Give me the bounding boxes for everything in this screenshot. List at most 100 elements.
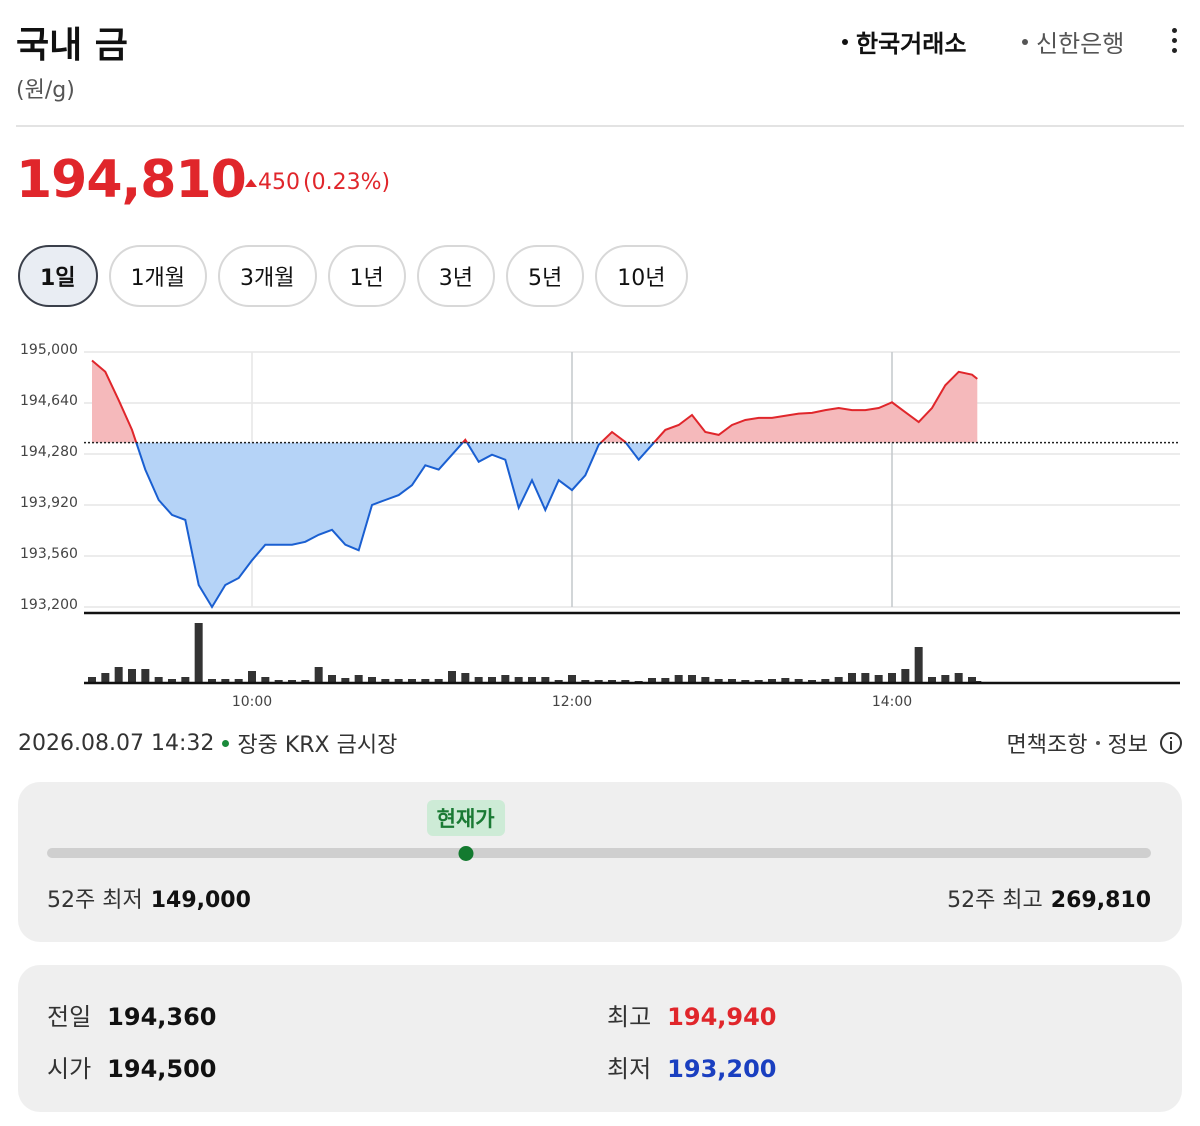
price-area bbox=[92, 442, 978, 607]
volume-bar bbox=[261, 677, 270, 683]
chart: 193,200 193,560 193,920 194,280 194,640 195,0… bbox=[20, 342, 1180, 710]
volume-bar bbox=[541, 677, 550, 683]
y-tick-label: 193,200 bbox=[20, 597, 78, 613]
market-state: 장중 KRX 금시장 bbox=[237, 733, 398, 758]
volume-bar bbox=[168, 679, 176, 683]
source-label[interactable]: 신한은행 bbox=[1036, 30, 1125, 58]
stat: 전일 194,360 bbox=[47, 997, 216, 1032]
volume-bar bbox=[314, 667, 323, 683]
volume-bar bbox=[421, 679, 430, 683]
volume-bar bbox=[328, 675, 336, 683]
period-tab[interactable]: 3년 bbox=[416, 245, 496, 307]
volume-bar bbox=[434, 679, 443, 683]
period-tab[interactable]: 1년 bbox=[327, 245, 406, 307]
volume-bar bbox=[474, 677, 483, 683]
period-tab[interactable]: 1일 bbox=[18, 245, 98, 307]
volume-bar bbox=[408, 679, 416, 683]
volume-bar bbox=[288, 680, 296, 683]
period-tabs: 1일 1개월 3개월 1년 3년 5년 10년 bbox=[18, 245, 688, 307]
volume-bar bbox=[354, 675, 363, 683]
volume-bar bbox=[248, 671, 256, 683]
volume-bar bbox=[928, 677, 936, 683]
x-tick-label: 10:00 bbox=[232, 694, 272, 710]
volume-bar bbox=[461, 673, 470, 683]
stats-card: 전일 194,360 시가 194,500 최고 194,940 최저 193,200 bbox=[18, 965, 1182, 1112]
stat-label: 최고 bbox=[607, 1003, 652, 1031]
stat: 최저 193,200 bbox=[607, 1049, 776, 1084]
volume-bar bbox=[794, 679, 803, 683]
volume-bar bbox=[594, 680, 603, 683]
price-line bbox=[135, 442, 656, 609]
volume-bar bbox=[128, 669, 136, 683]
period-tab[interactable]: 5년 bbox=[506, 245, 585, 307]
volume-bar bbox=[648, 678, 656, 683]
period-tab[interactable]: 10년 bbox=[595, 245, 688, 307]
y-tick-label: 193,560 bbox=[20, 546, 78, 562]
volume-bar bbox=[768, 679, 776, 683]
source-tab[interactable]: 신한은행 bbox=[1022, 24, 1124, 59]
stat: 시가 194,500 bbox=[47, 1049, 216, 1084]
volume-bar bbox=[568, 675, 576, 683]
volume-bar bbox=[554, 680, 563, 683]
up-arrow bbox=[245, 178, 257, 187]
volume-bar bbox=[621, 680, 630, 683]
volume-bar bbox=[181, 677, 190, 683]
volume-bar bbox=[301, 680, 310, 683]
volume-bar bbox=[834, 677, 843, 683]
volume-bar bbox=[821, 679, 830, 683]
volume-bar bbox=[968, 677, 976, 683]
change-percent: (0.23%) bbox=[303, 170, 391, 195]
x-tick-label: 12:00 bbox=[552, 694, 592, 710]
price-area bbox=[92, 360, 978, 443]
volume-bar bbox=[234, 679, 243, 683]
source-tab[interactable]: 한국거래소 bbox=[842, 24, 966, 59]
period-tab[interactable]: 1개월 bbox=[108, 245, 208, 307]
stat-value: 193,200 bbox=[667, 1055, 777, 1083]
price-change: 450 (0.23%) bbox=[244, 170, 390, 195]
y-tick-label: 194,280 bbox=[20, 444, 78, 460]
volume-bar bbox=[154, 677, 163, 683]
volume-bar bbox=[701, 677, 710, 683]
volume-bar bbox=[88, 677, 96, 683]
volume-bar bbox=[194, 623, 203, 683]
volume-bar bbox=[381, 679, 390, 683]
change-value: 450 bbox=[258, 170, 300, 195]
info-icon[interactable] bbox=[1160, 732, 1182, 754]
volume-bar bbox=[848, 673, 856, 683]
volume-bar bbox=[274, 680, 283, 683]
high-label: 52주 최고 bbox=[947, 888, 1043, 913]
volume-bar bbox=[488, 677, 496, 683]
volume-bar bbox=[901, 669, 910, 683]
volume-bar bbox=[754, 680, 763, 683]
stat-label: 최저 bbox=[607, 1055, 652, 1083]
volume-bar bbox=[874, 675, 883, 683]
unit: (원/g) bbox=[16, 78, 75, 103]
title: 국내 금 bbox=[16, 25, 128, 66]
y-tick-label: 194,640 bbox=[20, 393, 78, 409]
volume-bar bbox=[208, 679, 216, 683]
volume-bar bbox=[888, 673, 896, 683]
current-price: 194,810 bbox=[16, 150, 247, 210]
timestamp: 2026.08.07 14:32 bbox=[18, 730, 215, 756]
stat: 최고 194,940 bbox=[607, 997, 776, 1032]
volume-bar bbox=[114, 667, 123, 683]
volume-bar bbox=[781, 678, 790, 683]
more-menu[interactable] bbox=[1172, 28, 1180, 58]
volume-bar bbox=[101, 673, 110, 683]
volume-bar bbox=[368, 677, 376, 683]
volume-bar bbox=[941, 675, 950, 683]
x-tick-label: 14:00 bbox=[872, 694, 912, 710]
period-tab[interactable]: 3개월 bbox=[218, 245, 317, 307]
volume-bar bbox=[914, 647, 923, 683]
volume-bar bbox=[448, 671, 456, 683]
status: 2026.08.07 14:32 장중 KRX 금시장 bbox=[18, 727, 397, 759]
disclaimer-link[interactable]: 면책조항 bbox=[1006, 733, 1088, 758]
range-high: 52주 최고 269,810 bbox=[947, 882, 1151, 914]
stat-label: 시가 bbox=[47, 1055, 92, 1083]
source-label[interactable]: 한국거래소 bbox=[856, 30, 967, 58]
volume-bar bbox=[528, 677, 536, 683]
low-value: 149,000 bbox=[150, 888, 251, 913]
stat-value: 194,500 bbox=[107, 1055, 217, 1083]
info-link[interactable]: 정보 bbox=[1107, 733, 1148, 758]
volume-bar bbox=[341, 678, 350, 683]
